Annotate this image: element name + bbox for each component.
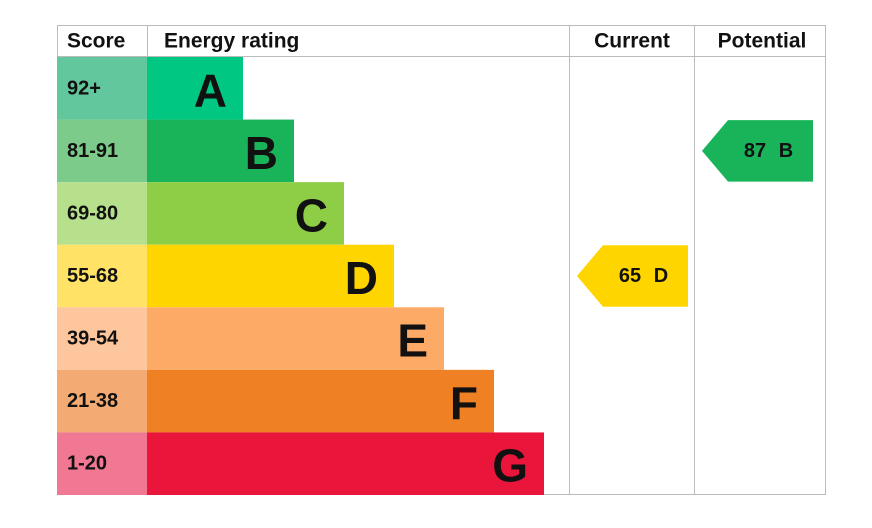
score-range: 55-68 xyxy=(67,265,118,287)
rating-bar xyxy=(147,307,444,370)
current-score: 65 xyxy=(619,265,641,287)
score-cell xyxy=(57,307,147,370)
header-score: Score xyxy=(67,30,125,53)
current-arrow xyxy=(577,245,688,307)
score-cell xyxy=(57,119,147,183)
score-range: 92+ xyxy=(67,77,101,99)
score-range: 81-91 xyxy=(67,140,118,162)
rating-letter: C xyxy=(295,189,328,241)
potential-rating: B xyxy=(779,140,793,162)
score-range: 39-54 xyxy=(67,328,119,350)
score-cell xyxy=(57,244,147,308)
score-cell xyxy=(57,369,147,433)
header-energy-rating: Energy rating xyxy=(164,30,299,53)
score-cell xyxy=(57,432,147,495)
rating-bar xyxy=(147,244,394,308)
rating-letter: E xyxy=(397,315,428,367)
rating-bar xyxy=(147,119,294,183)
rating-letter: A xyxy=(194,64,227,116)
rating-letter: D xyxy=(345,252,378,304)
score-range: 1-20 xyxy=(67,453,107,475)
header-current: Current xyxy=(594,30,670,53)
score-cell xyxy=(57,57,147,120)
score-cell xyxy=(57,182,147,245)
potential-arrow xyxy=(702,120,813,182)
rating-bar xyxy=(147,57,243,120)
score-range: 69-80 xyxy=(67,202,118,224)
score-range: 21-38 xyxy=(67,390,118,412)
rating-letter: G xyxy=(492,440,528,492)
potential-score: 87 xyxy=(744,140,766,162)
current-rating: D xyxy=(654,265,668,287)
rating-letter: B xyxy=(245,127,278,179)
header-potential: Potential xyxy=(718,30,807,53)
rating-bar xyxy=(147,182,344,245)
rating-bar xyxy=(147,369,494,433)
rating-bar xyxy=(147,432,544,495)
rating-letter: F xyxy=(450,377,478,429)
